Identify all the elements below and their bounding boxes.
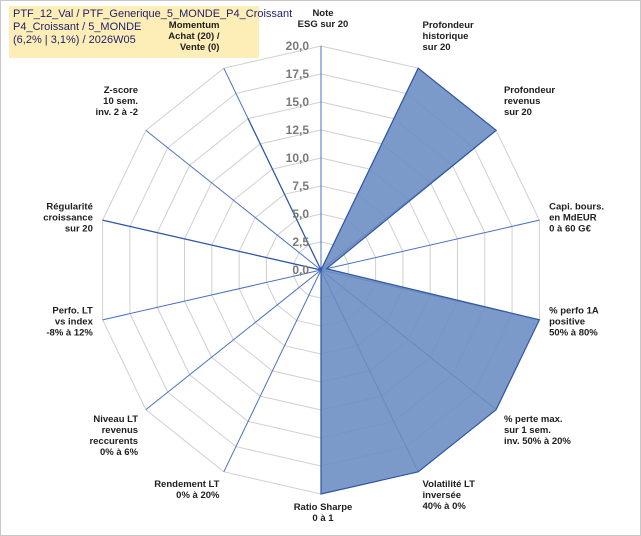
- radar-axis-labels: Note ESG sur 20 Profondeur historique sur 20…: [43, 8, 604, 524]
- radar-tick-labels: 0,0 2,5 5,0 7,5 10,0 12,5 15,0 17,5 20,0: [286, 39, 310, 277]
- axis-label: Perfo. LT vs index -8% à 12%: [46, 306, 93, 339]
- axis-label: Profondeur historique sur 20: [423, 20, 474, 53]
- axis-label: Note ESG sur 20: [298, 8, 349, 30]
- chart-title-line-1: PTF_12_Val / PTF_Generique_5_MONDE_P4_Cr…: [13, 8, 293, 20]
- radar-series: [102, 67, 541, 495]
- tick-label: 2,5: [292, 235, 309, 249]
- axis-spoke: [320, 219, 540, 271]
- axis-label: Rendement LT 0% à 20%: [154, 479, 220, 501]
- axis-label: Capi. bours. en MdEUR 0 à 60 G€: [549, 201, 604, 234]
- axis-label: Régularité croissance sur 20: [43, 201, 93, 234]
- axis-spoke: [223, 269, 322, 473]
- axis-label: Ratio Sharpe 0 à 1: [294, 502, 353, 524]
- series-area: [102, 67, 541, 495]
- axis-label: Profondeur revenus sur 20: [504, 85, 555, 118]
- tick-label: 0,0: [292, 263, 309, 277]
- tick-label: 15,0: [286, 95, 310, 109]
- chart-title-line-2: P4_Croissant / 5_MONDE: [13, 21, 142, 33]
- axis-label: Niveau LT revenus reccurents 0% à 6%: [89, 414, 138, 458]
- axis-spoke: [145, 129, 322, 271]
- tick-label: 17,5: [286, 67, 310, 81]
- axis-label: % perfo 1A positive 50% à 80%: [549, 306, 599, 339]
- chart-title-box: PTF_12_Val / PTF_Generique_5_MONDE_P4_Cr…: [9, 6, 293, 58]
- tick-label: 7,5: [292, 179, 309, 193]
- axis-label: % perte max. sur 1 sem. inv. 50% à 20%: [504, 414, 571, 447]
- tick-label: 10,0: [286, 151, 310, 165]
- axis-label: Volatilité LT inversée 40% à 0%: [423, 479, 476, 512]
- axis-spoke: [145, 269, 322, 411]
- chart-title-line-3: (6,2% | 3,1%) / 2026W05: [13, 34, 136, 46]
- axis-spoke: [102, 269, 322, 321]
- tick-label: 5,0: [292, 207, 309, 221]
- tick-label: 12,5: [286, 123, 310, 137]
- tick-label: 20,0: [286, 39, 310, 53]
- axis-label: Z-score 10 sem. inv. 2 à -2: [95, 85, 138, 118]
- axis-label: Momentum Achat (20) / Vente (0): [168, 20, 220, 53]
